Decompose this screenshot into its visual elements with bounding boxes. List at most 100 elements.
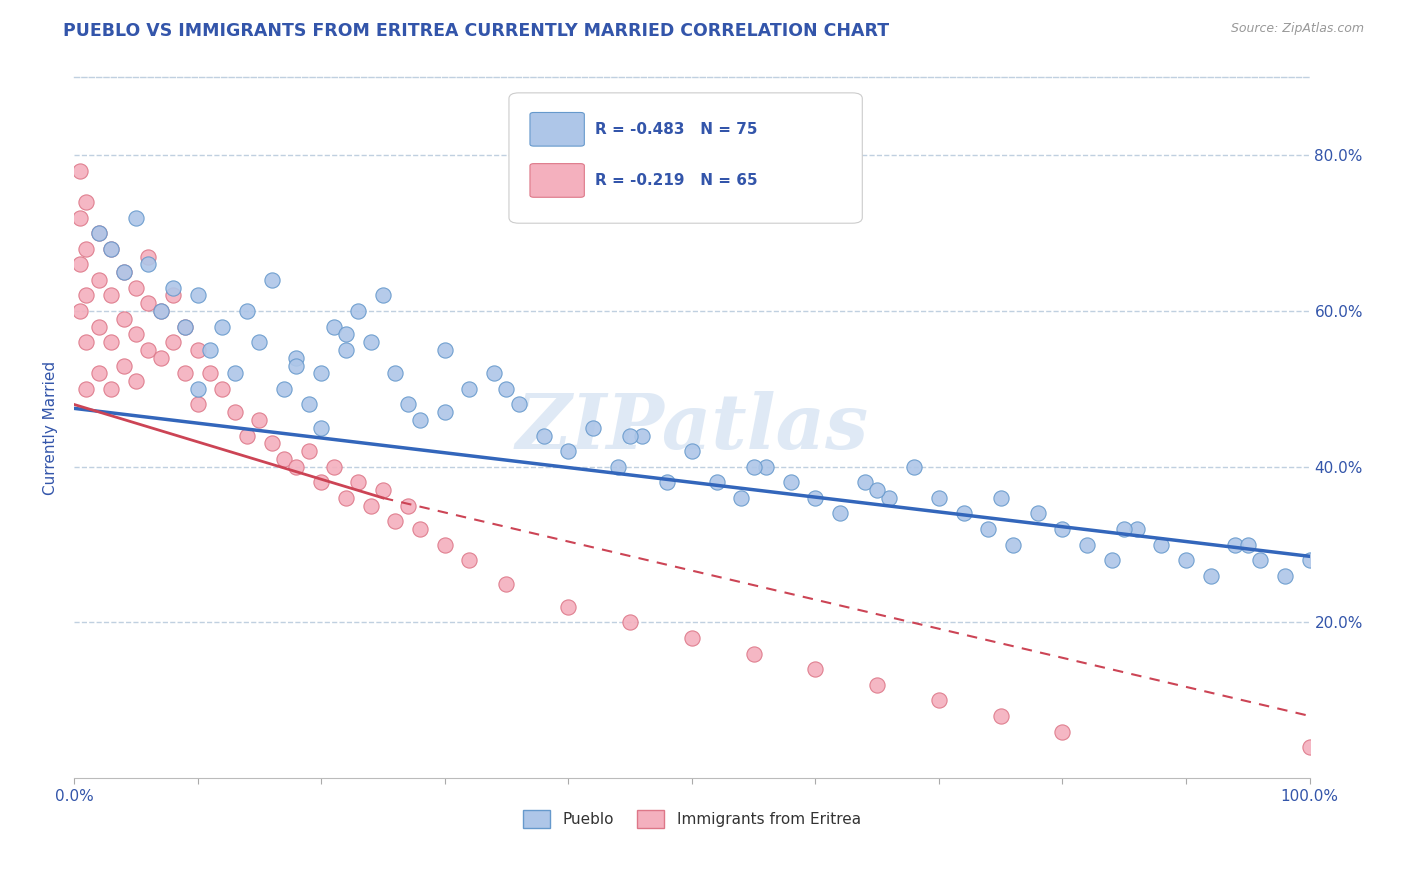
Point: [69, 164, 91, 178]
Point: [125, 374, 148, 388]
Point: [260, 436, 283, 450]
Point: [433, 343, 456, 357]
Point: [174, 319, 197, 334]
Point: [396, 397, 419, 411]
Point: [187, 288, 209, 302]
Point: [495, 576, 517, 591]
Point: [298, 397, 321, 411]
Point: [309, 421, 332, 435]
Point: [75, 242, 97, 256]
Point: [557, 599, 579, 614]
Point: [952, 507, 974, 521]
FancyBboxPatch shape: [509, 93, 862, 223]
Point: [100, 288, 122, 302]
Point: [75, 382, 97, 396]
Point: [1274, 568, 1296, 582]
Point: [273, 382, 295, 396]
Text: R = -0.483   N = 75: R = -0.483 N = 75: [596, 122, 758, 136]
Point: [1114, 522, 1136, 536]
Point: [125, 281, 148, 295]
Point: [458, 382, 481, 396]
Point: [162, 288, 184, 302]
Point: [149, 351, 172, 365]
Point: [100, 382, 122, 396]
Point: [742, 459, 765, 474]
Point: [136, 250, 159, 264]
Point: [977, 522, 1000, 536]
Point: [866, 678, 889, 692]
Point: [557, 444, 579, 458]
Point: [174, 367, 197, 381]
Point: [360, 335, 382, 350]
Point: [347, 304, 370, 318]
Point: [1076, 538, 1098, 552]
Point: [100, 335, 122, 350]
Point: [69, 257, 91, 271]
Point: [828, 507, 851, 521]
Point: [149, 304, 172, 318]
Point: [87, 367, 110, 381]
Point: [236, 304, 259, 318]
Point: [112, 265, 135, 279]
Point: [655, 475, 678, 490]
Point: [69, 211, 91, 225]
Text: Source: ZipAtlas.com: Source: ZipAtlas.com: [1230, 22, 1364, 36]
Point: [309, 367, 332, 381]
Point: [136, 257, 159, 271]
Point: [1175, 553, 1198, 567]
Point: [990, 709, 1012, 723]
Point: [1101, 553, 1123, 567]
Point: [1298, 740, 1320, 755]
Point: [409, 522, 432, 536]
Point: [298, 444, 321, 458]
Point: [224, 367, 246, 381]
Point: [69, 304, 91, 318]
Point: [347, 475, 370, 490]
Point: [1001, 538, 1024, 552]
Point: [75, 194, 97, 209]
FancyBboxPatch shape: [530, 112, 585, 146]
Point: [247, 413, 270, 427]
Point: [582, 421, 605, 435]
Point: [384, 514, 406, 528]
Point: [433, 405, 456, 419]
Point: [1052, 522, 1074, 536]
Point: [458, 553, 481, 567]
Point: [87, 226, 110, 240]
FancyBboxPatch shape: [530, 163, 585, 197]
Point: [371, 288, 394, 302]
Point: [322, 459, 344, 474]
Y-axis label: Currently Married: Currently Married: [44, 360, 58, 495]
Point: [247, 335, 270, 350]
Point: [285, 351, 308, 365]
Point: [1150, 538, 1173, 552]
Point: [1199, 568, 1222, 582]
Point: [224, 405, 246, 419]
Point: [87, 319, 110, 334]
Point: [136, 343, 159, 357]
Point: [903, 459, 925, 474]
Point: [1052, 724, 1074, 739]
Point: [619, 615, 641, 630]
Point: [384, 367, 406, 381]
Point: [87, 273, 110, 287]
Point: [285, 359, 308, 373]
Point: [396, 499, 419, 513]
Text: PUEBLO VS IMMIGRANTS FROM ERITREA CURRENTLY MARRIED CORRELATION CHART: PUEBLO VS IMMIGRANTS FROM ERITREA CURREN…: [63, 22, 890, 40]
Point: [75, 335, 97, 350]
Point: [322, 319, 344, 334]
Point: [309, 475, 332, 490]
Point: [335, 327, 357, 342]
Point: [162, 281, 184, 295]
Point: [533, 428, 555, 442]
Point: [198, 367, 221, 381]
Point: [162, 335, 184, 350]
Point: [112, 311, 135, 326]
Point: [866, 483, 889, 497]
Point: [187, 382, 209, 396]
Point: [136, 296, 159, 310]
Point: [100, 242, 122, 256]
Point: [125, 327, 148, 342]
Point: [619, 428, 641, 442]
Point: [187, 343, 209, 357]
